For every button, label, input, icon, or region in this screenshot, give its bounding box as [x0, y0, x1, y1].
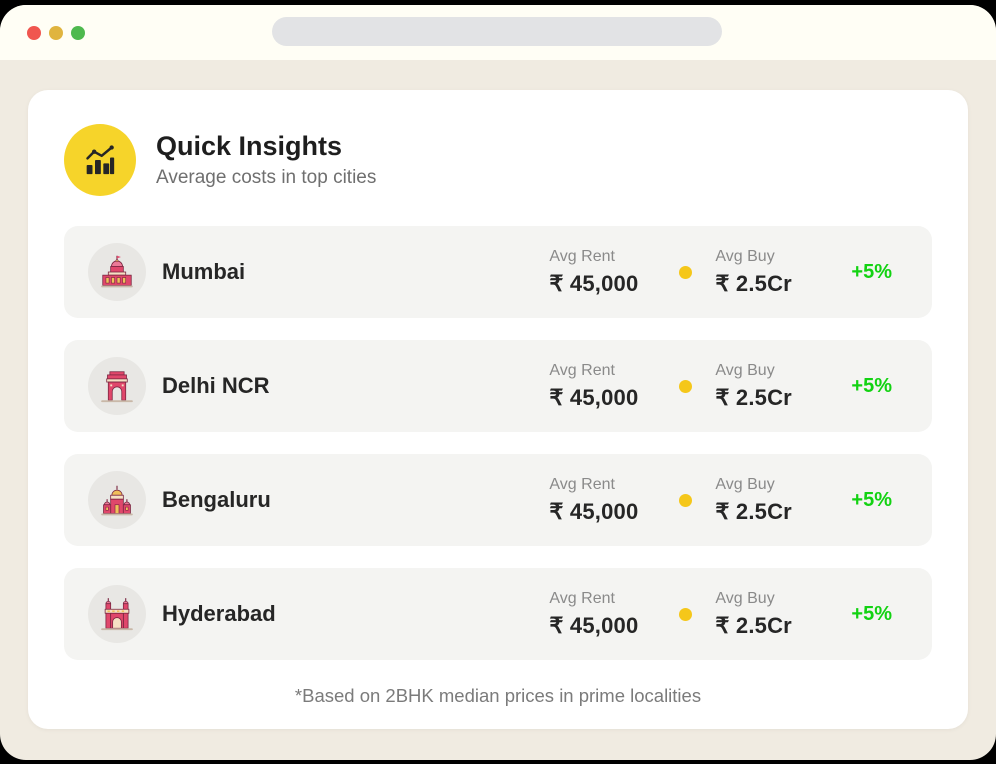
price-change-badge: +5% — [851, 374, 892, 397]
avg-rent-label: Avg Rent — [549, 475, 615, 493]
page-title: Quick Insights — [156, 131, 343, 161]
avg-buy-value: ₹ 2.5Cr — [715, 270, 792, 296]
avg-buy-label: Avg Buy — [715, 361, 775, 379]
avg-rent-stat: Avg Rent ₹ 45,000 — [549, 476, 648, 525]
city-stats: Avg Rent ₹ 45,000 Avg Buy ₹ 2.5Cr +5% — [549, 476, 908, 525]
city-row-bengaluru[interactable]: Bengaluru Avg Rent ₹ 45,000 Avg Buy ₹ 2.… — [64, 454, 932, 546]
avg-rent-label: Avg Rent — [549, 589, 615, 607]
avg-buy-stat: Avg Buy ₹ 2.5Cr — [715, 590, 803, 639]
insights-badge — [64, 124, 136, 196]
page-subtitle: Average costs in top cities — [156, 167, 377, 188]
city-list: Mumbai Avg Rent ₹ 45,000 Avg Buy ₹ 2.5Cr — [64, 226, 932, 660]
separator-dot-icon — [679, 265, 693, 279]
delhi-india-gate-icon — [98, 367, 136, 405]
city-icon-circle — [88, 585, 146, 643]
city-row-hyderabad[interactable]: Hyderabad Avg Rent ₹ 45,000 Avg Buy ₹ 2.… — [64, 568, 932, 660]
avg-buy-value: ₹ 2.5Cr — [715, 498, 792, 524]
avg-rent-stat: Avg Rent ₹ 45,000 — [549, 248, 648, 297]
separator-dot-icon — [679, 493, 693, 507]
avg-buy-value: ₹ 2.5Cr — [715, 612, 792, 638]
avg-rent-value: ₹ 45,000 — [549, 498, 639, 524]
price-change-badge: +5% — [851, 260, 892, 283]
avg-rent-stat: Avg Rent ₹ 45,000 — [549, 362, 648, 411]
city-row-mumbai[interactable]: Mumbai Avg Rent ₹ 45,000 Avg Buy ₹ 2.5Cr — [64, 226, 932, 318]
avg-buy-stat: Avg Buy ₹ 2.5Cr — [715, 248, 803, 297]
maximize-button[interactable] — [71, 25, 85, 40]
traffic-lights — [27, 25, 85, 40]
bengaluru-vidhana-soudha-icon — [98, 481, 136, 519]
avg-rent-stat: Avg Rent ₹ 45,000 — [549, 590, 648, 639]
avg-buy-value: ₹ 2.5Cr — [715, 384, 792, 410]
separator-dot-icon — [679, 607, 693, 621]
price-change-badge: +5% — [851, 602, 892, 625]
footer-disclaimer: *Based on 2BHK median prices in prime lo… — [294, 685, 702, 706]
address-bar[interactable] — [272, 17, 722, 46]
avg-rent-value: ₹ 45,000 — [549, 384, 639, 410]
separator-dot-icon — [679, 379, 693, 393]
city-stats: Avg Rent ₹ 45,000 Avg Buy ₹ 2.5Cr +5% — [549, 248, 908, 297]
card-header: Quick Insights Average costs in top citi… — [64, 124, 932, 196]
insights-bar-chart-icon — [80, 140, 120, 180]
avg-rent-label: Avg Rent — [549, 247, 615, 265]
avg-rent-value: ₹ 45,000 — [549, 270, 639, 296]
city-icon-circle — [88, 357, 146, 415]
quick-insights-card: Quick Insights Average costs in top citi… — [28, 90, 968, 729]
avg-rent-value: ₹ 45,000 — [549, 612, 639, 638]
city-icon-circle — [88, 243, 146, 301]
page-body: Quick Insights Average costs in top citi… — [0, 60, 996, 729]
hyderabad-charminar-icon — [98, 595, 136, 633]
browser-window: Quick Insights Average costs in top citi… — [0, 5, 996, 760]
city-stats: Avg Rent ₹ 45,000 Avg Buy ₹ 2.5Cr +5% — [549, 362, 908, 411]
avg-buy-stat: Avg Buy ₹ 2.5Cr — [715, 476, 803, 525]
city-name: Mumbai — [162, 259, 246, 284]
city-name: Hyderabad — [162, 601, 276, 626]
city-icon-circle — [88, 471, 146, 529]
close-button[interactable] — [27, 25, 41, 40]
city-name: Bengaluru — [162, 487, 271, 512]
minimize-button[interactable] — [49, 25, 63, 40]
avg-rent-label: Avg Rent — [549, 361, 615, 379]
price-change-badge: +5% — [851, 488, 892, 511]
city-row-delhi-ncr[interactable]: Delhi NCR Avg Rent ₹ 45,000 Avg Buy ₹ 2.… — [64, 340, 932, 432]
city-name: Delhi NCR — [162, 373, 270, 398]
header-titles: Quick Insights Average costs in top citi… — [156, 131, 376, 189]
avg-buy-label: Avg Buy — [715, 589, 775, 607]
avg-buy-label: Avg Buy — [715, 247, 775, 265]
avg-buy-label: Avg Buy — [715, 475, 775, 493]
city-stats: Avg Rent ₹ 45,000 Avg Buy ₹ 2.5Cr +5% — [549, 590, 908, 639]
browser-chrome-bar — [0, 5, 996, 60]
mumbai-cst-building-icon — [98, 253, 136, 291]
avg-buy-stat: Avg Buy ₹ 2.5Cr — [715, 362, 803, 411]
